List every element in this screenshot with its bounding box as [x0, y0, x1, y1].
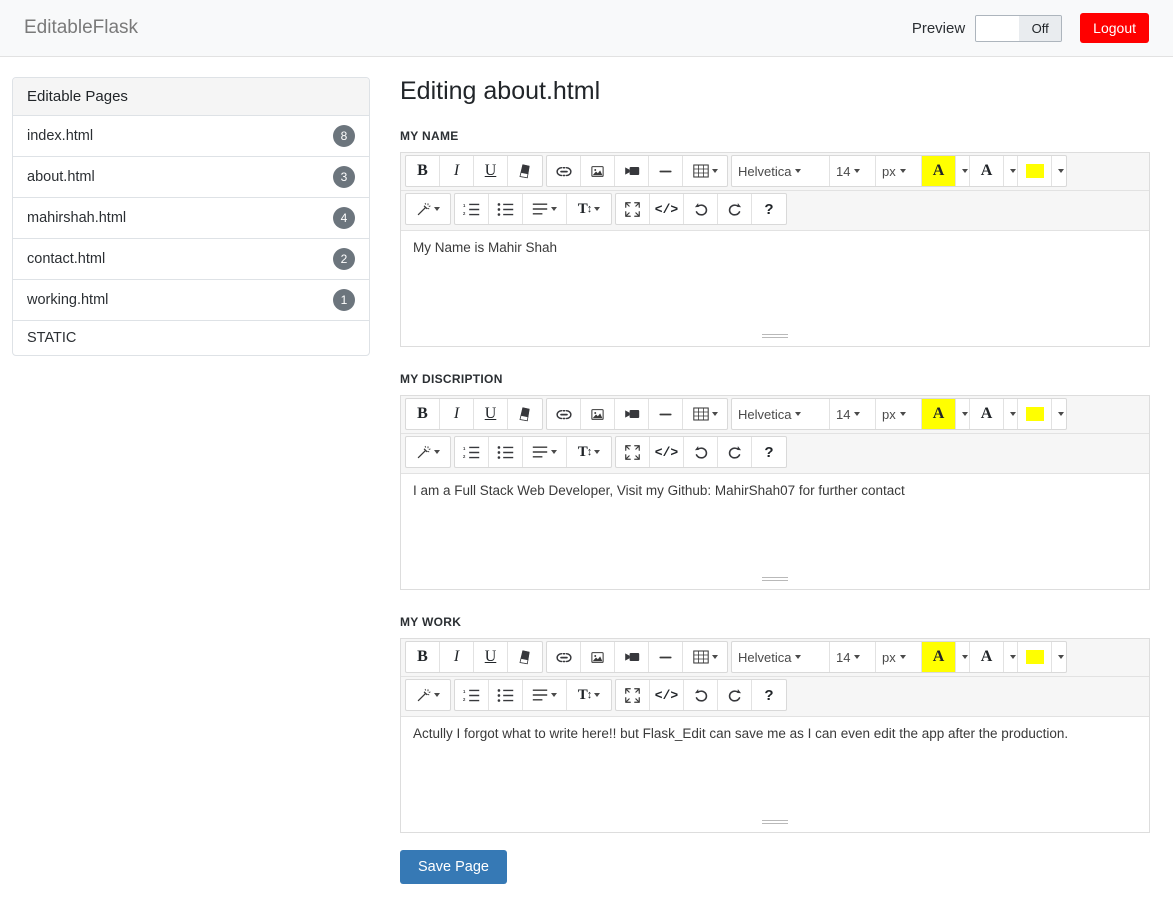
svg-text:1: 1 — [463, 445, 466, 450]
svg-text:1: 1 — [463, 688, 466, 693]
svg-text:2: 2 — [463, 210, 466, 215]
svg-text:2: 2 — [463, 696, 466, 701]
svg-text:2: 2 — [463, 453, 466, 458]
svg-text:1: 1 — [463, 202, 466, 207]
